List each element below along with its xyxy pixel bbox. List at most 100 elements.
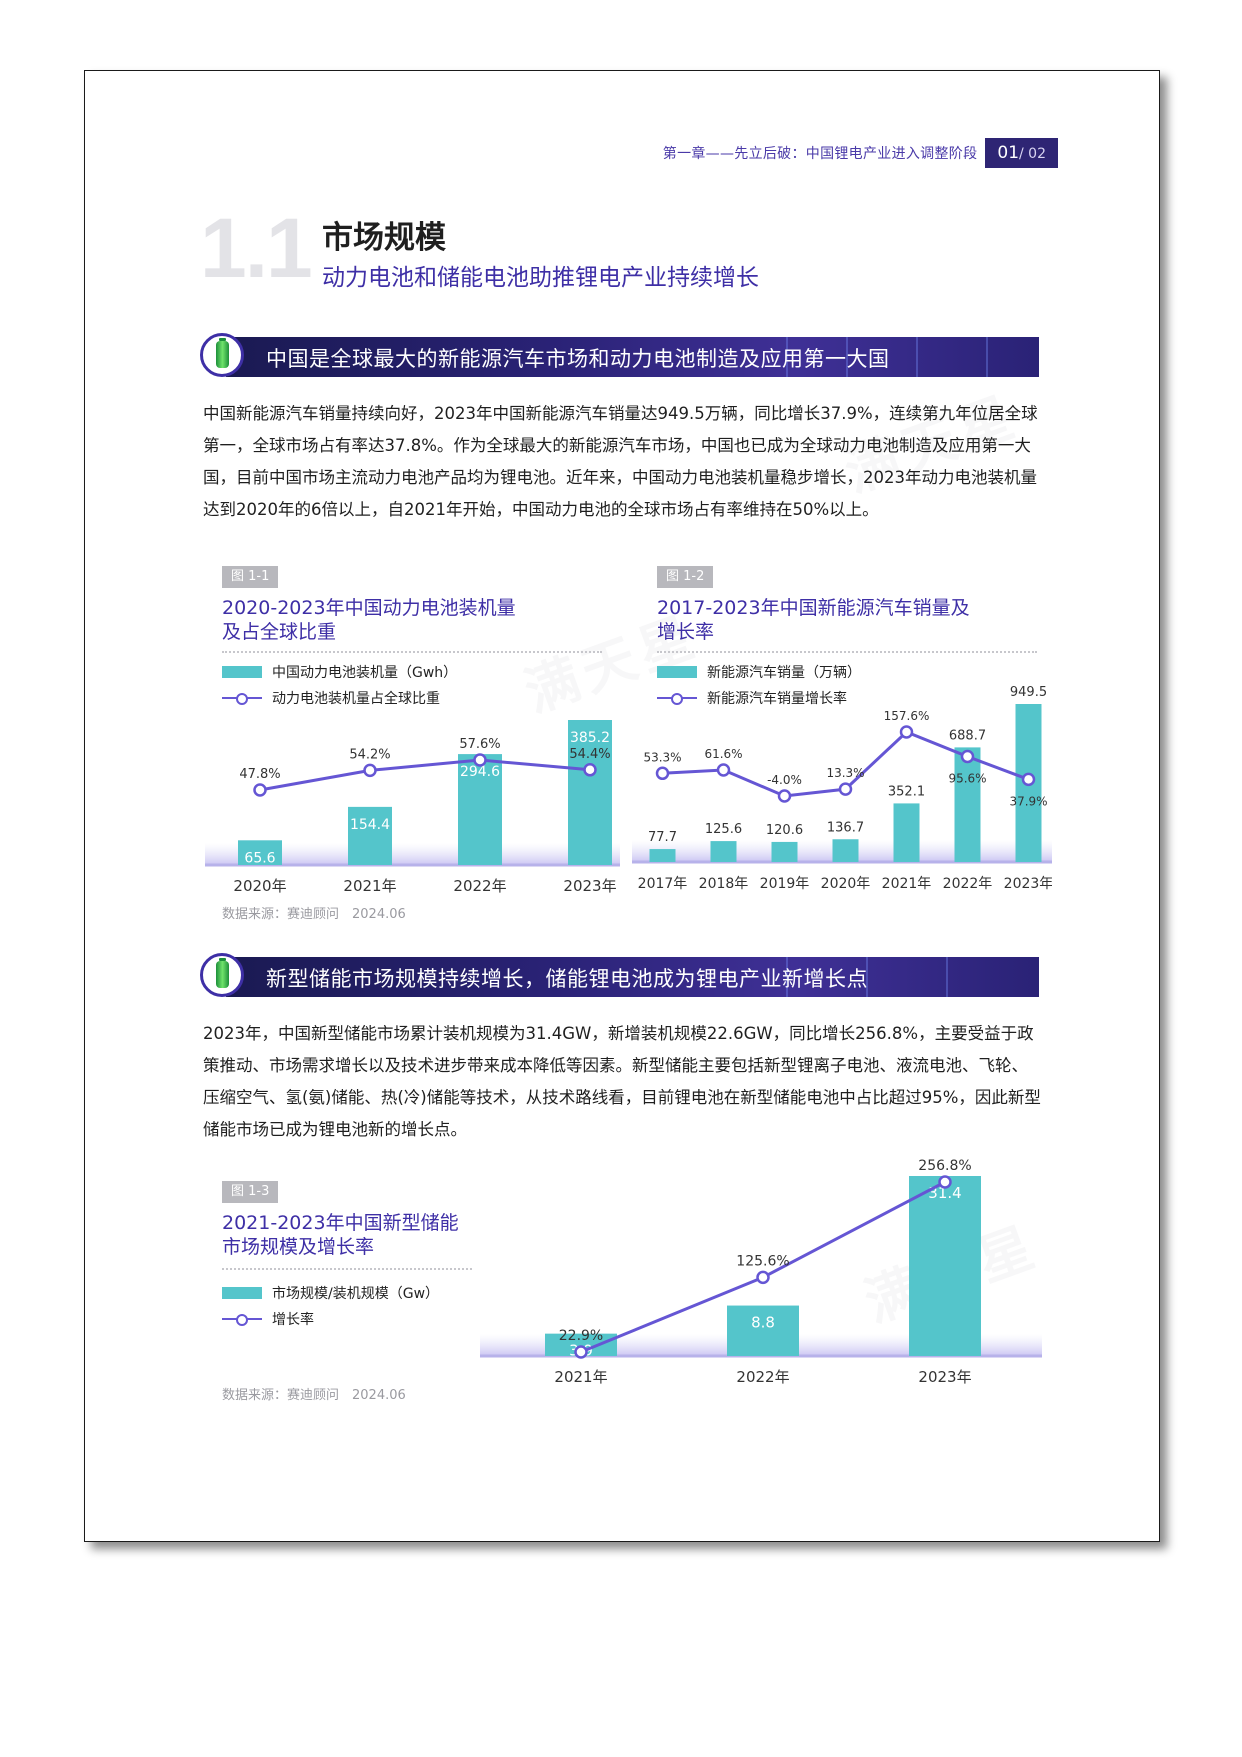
legend-label: 新能源汽车销量增长率 bbox=[707, 691, 847, 707]
line-point bbox=[716, 763, 731, 777]
battery-icon bbox=[216, 958, 229, 988]
line-point bbox=[583, 763, 597, 777]
banner-text: 中国是全球最大的新能源汽车市场和动力电池制造及应用第一大国 bbox=[266, 347, 890, 371]
bar-value-label: 31.4 bbox=[928, 1184, 961, 1202]
legend-swatch-bar bbox=[657, 666, 697, 678]
line-point bbox=[574, 1345, 588, 1359]
x-tick-label: 2023年 bbox=[918, 1368, 971, 1386]
banner-streak bbox=[866, 957, 868, 997]
legend-label: 新能源汽车销量（万辆） bbox=[707, 665, 861, 681]
chart-bar bbox=[568, 720, 612, 865]
chart-bar bbox=[348, 806, 392, 865]
section-subtitle: 动力电池和储能电池助推锂电产业持续增长 bbox=[322, 265, 759, 291]
section-number: 1.1 bbox=[200, 201, 313, 295]
bar-value-label: 120.6 bbox=[766, 823, 803, 838]
x-tick-label: 2023年 bbox=[563, 877, 616, 895]
line-point bbox=[655, 766, 670, 781]
legend-swatch-line bbox=[222, 692, 262, 705]
chart-bar bbox=[545, 1333, 617, 1356]
line-point bbox=[777, 789, 792, 803]
legend-item-bar: 市场规模/装机规模（Gw） bbox=[222, 1280, 439, 1306]
line-value-label: 125.6% bbox=[736, 1253, 789, 1269]
chart-nev-sales: 77.7 2017年 125.6 2018年 120.6 2019年 136.7 2020年 3… bbox=[632, 685, 1052, 892]
x-tick-label: 2021年 bbox=[882, 876, 932, 892]
section-banner-2: 新型储能市场规模持续增长，储能锂电池成为锂电产业新增长点 bbox=[200, 953, 1039, 997]
banner-streak bbox=[786, 957, 788, 997]
legend-item-line: 动力电池装机量占全球比重 bbox=[222, 685, 457, 711]
banner-text: 新型储能市场规模持续增长，储能锂电池成为锂电产业新增长点 bbox=[266, 967, 868, 991]
x-tick-label: 2017年 bbox=[638, 876, 688, 892]
chart-bar bbox=[832, 839, 859, 862]
chart-bar bbox=[771, 841, 798, 862]
legend-swatch-line bbox=[657, 692, 697, 705]
x-tick-label: 2020年 bbox=[233, 877, 286, 895]
data-source: 数据来源：赛迪顾问 2024.06 bbox=[222, 907, 406, 922]
line-value-label: 53.3% bbox=[643, 750, 681, 764]
legend-label: 动力电池装机量占全球比重 bbox=[272, 691, 440, 707]
banner-streak bbox=[986, 337, 988, 377]
chart-bar bbox=[710, 841, 737, 862]
page-total: / 02 bbox=[1019, 146, 1046, 162]
line-value-label: 256.8% bbox=[918, 1158, 971, 1174]
line-point bbox=[899, 725, 914, 739]
battery-badge bbox=[200, 333, 244, 377]
data-source: 数据来源：赛迪顾问 2024.06 bbox=[222, 1388, 406, 1403]
bar-value-label: 77.7 bbox=[648, 830, 677, 845]
legend-label: 中国动力电池装机量（Gwh） bbox=[272, 665, 458, 681]
chart-bar bbox=[649, 849, 676, 862]
bar-value-label: 65.6 bbox=[244, 850, 275, 866]
line-point bbox=[363, 763, 377, 778]
line-value-label: 54.2% bbox=[349, 747, 390, 762]
growth-line bbox=[259, 758, 591, 792]
line-point bbox=[253, 783, 267, 797]
legend-swatch-bar bbox=[222, 666, 262, 678]
x-tick-label: 2019年 bbox=[760, 876, 810, 892]
page-current: 01 bbox=[997, 143, 1020, 163]
banner-bar bbox=[226, 337, 1039, 377]
bar-value-label: 294.6 bbox=[460, 764, 500, 780]
battery-icon bbox=[216, 338, 229, 368]
line-point bbox=[473, 753, 487, 767]
x-tick-label: 2022年 bbox=[943, 876, 993, 892]
x-tick-label: 2018年 bbox=[699, 876, 749, 892]
figure-tag: 图 1-2 bbox=[657, 566, 714, 588]
line-value-label: 54.4% bbox=[569, 747, 610, 762]
page-header: 第一章——先立后破：中国锂电产业进入调整阶段 01/ 02 bbox=[663, 138, 1058, 168]
legend-swatch-line bbox=[222, 1313, 262, 1326]
chart-bar bbox=[458, 754, 502, 865]
line-value-label: -4.0% bbox=[767, 773, 802, 787]
chart-legend: 新能源汽车销量（万辆） 新能源汽车销量增长率 bbox=[657, 659, 861, 711]
title-divider bbox=[222, 1268, 472, 1270]
line-point bbox=[938, 1175, 952, 1189]
x-tick-label: 2021年 bbox=[554, 1368, 607, 1386]
legend-swatch-bar bbox=[222, 1287, 262, 1299]
chart-legend: 中国动力电池装机量（Gwh） 动力电池装机量占全球比重 bbox=[222, 659, 457, 711]
legend-item-bar: 中国动力电池装机量（Gwh） bbox=[222, 659, 457, 685]
line-value-label: 95.6% bbox=[948, 772, 986, 786]
banner-bar bbox=[226, 957, 1039, 997]
page-number: 01/ 02 bbox=[985, 138, 1058, 168]
chart-bar bbox=[954, 747, 981, 862]
x-tick-label: 2023年 bbox=[1004, 876, 1052, 892]
x-tick-label: 2021年 bbox=[343, 877, 396, 895]
legend-label: 增长率 bbox=[272, 1312, 314, 1328]
banner-streak bbox=[916, 337, 918, 377]
bar-value-label: 125.6 bbox=[705, 822, 742, 837]
figure-title: 2017-2023年中国新能源汽车销量及增长率 bbox=[657, 597, 970, 643]
bar-value-label: 688.7 bbox=[949, 728, 986, 743]
line-value-label: 47.8% bbox=[239, 767, 280, 782]
chapter-title: 第一章——先立后破：中国锂电产业进入调整阶段 bbox=[662, 146, 978, 162]
chart-legend: 市场规模/装机规模（Gw） 增长率 bbox=[222, 1280, 439, 1332]
line-value-label: 57.6% bbox=[459, 737, 500, 752]
bar-value-label: 949.5 bbox=[1010, 685, 1047, 700]
chart-bar bbox=[893, 803, 920, 862]
title-divider bbox=[657, 651, 1037, 653]
line-point bbox=[756, 1270, 770, 1285]
x-tick-label: 2022年 bbox=[453, 877, 506, 895]
title-divider bbox=[222, 651, 602, 653]
bar-value-label: 136.7 bbox=[827, 820, 864, 835]
figure-tag: 图 1-3 bbox=[222, 1181, 279, 1203]
body-paragraph-2: 2023年，中国新型储能市场累计装机规模为31.4GW，新增装机规模22.6GW… bbox=[203, 1024, 1041, 1139]
line-value-label: 61.6% bbox=[704, 747, 742, 761]
x-tick-label: 2020年 bbox=[821, 876, 871, 892]
